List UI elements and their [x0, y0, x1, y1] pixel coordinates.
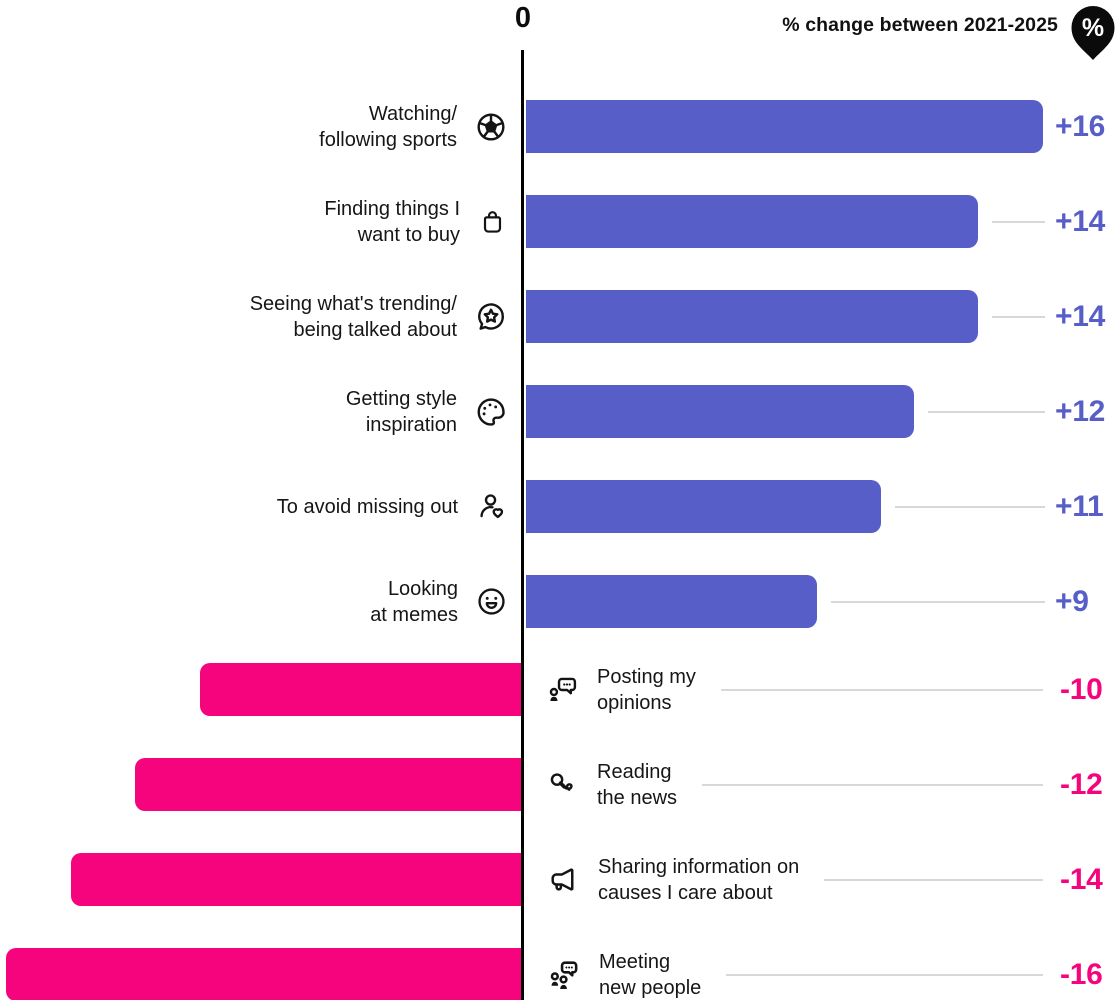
- palette-icon: [474, 395, 508, 429]
- bar-seeing-what-s-trending-being-talked-about: [526, 290, 978, 343]
- value-label: +14: [1055, 204, 1105, 238]
- chart-row: Sharing information on causes I care abou…: [0, 853, 1120, 906]
- chart-title: % change between 2021-2025: [782, 14, 1058, 36]
- bar-meeting-new-people: [6, 948, 523, 1000]
- soccer-ball-icon: [474, 110, 508, 144]
- category-label-getting-style-inspiration: Getting style inspiration: [345, 387, 457, 436]
- bar-finding-things-i-want-to-buy: [526, 195, 978, 248]
- person-speech-bubble-icon: [546, 673, 580, 707]
- category-cell: Seeing what's trending/being talked abou…: [0, 290, 508, 343]
- value-label: +16: [1055, 109, 1105, 143]
- leader-line: [726, 973, 1043, 976]
- category-cell: To avoid missing out: [0, 480, 508, 533]
- value-label: +11: [1055, 489, 1104, 523]
- chart-row: Watching/following sports +16: [0, 100, 1120, 153]
- bar-watching-following-sports: [526, 100, 1043, 153]
- leader-line: [720, 688, 1043, 691]
- microphone-icon: [546, 768, 580, 802]
- people-chat-icon: [546, 957, 582, 993]
- bar-sharing-information-on-causes-i-care-about: [71, 853, 523, 906]
- megaphone-icon: [546, 862, 581, 897]
- badge-percent-glyph: %: [1082, 14, 1104, 42]
- leader-line: [928, 410, 1045, 413]
- value-label: -16: [1060, 957, 1103, 991]
- leader-line: [895, 505, 1045, 508]
- category-cell: Looking at memes: [0, 575, 508, 628]
- category-cell: Sharing information on causes I care abou…: [546, 853, 1118, 906]
- category-cell: Watching/following sports: [0, 100, 508, 153]
- bar-getting-style-inspiration: [526, 385, 914, 438]
- value-label: -10: [1060, 672, 1103, 706]
- value-label: -14: [1060, 862, 1103, 896]
- percent-pin-icon: %: [1068, 3, 1118, 61]
- zero-axis-line: [521, 50, 524, 1000]
- person-heart-icon: [475, 490, 508, 523]
- category-cell: Meeting new people -16: [546, 948, 1118, 1000]
- category-label-to-avoid-missing-out: To avoid missing out: [276, 495, 458, 518]
- leader-line: [992, 315, 1045, 318]
- leader-line: [824, 878, 1043, 881]
- chart-row: Posting my opinions -10: [0, 663, 1120, 716]
- value-label: +12: [1055, 394, 1105, 428]
- chart-row: Seeing what's trending/being talked abou…: [0, 290, 1120, 343]
- category-cell: Reading the news -12: [546, 758, 1118, 811]
- leader-line: [831, 600, 1045, 603]
- smiley-icon: [475, 585, 508, 618]
- bar-reading-the-news: [135, 758, 523, 811]
- category-label-looking-at-memes: Looking at memes: [370, 577, 458, 626]
- category-label-sharing-information-on-causes-i-care-about: Sharing information on causes I care abou…: [598, 855, 800, 904]
- leader-line: [702, 783, 1043, 786]
- value-label: -12: [1060, 767, 1103, 801]
- category-cell: Posting my opinions -10: [546, 663, 1118, 716]
- chart-row: Reading the news -12: [0, 758, 1120, 811]
- category-label-watching-following-sports: Watching/following sports: [319, 102, 457, 151]
- category-cell: Getting style inspiration: [0, 385, 508, 438]
- bar-to-avoid-missing-out: [526, 480, 881, 533]
- category-label-seeing-what-s-trending-being-talked-about: Seeing what's trending/being talked abou…: [249, 292, 457, 341]
- category-label-reading-the-news: Reading the news: [597, 760, 678, 809]
- chart-row: Getting style inspiration +12: [0, 385, 1120, 438]
- chart-row: Meeting new people -16: [0, 948, 1120, 1000]
- category-label-posting-my-opinions: Posting my opinions: [597, 665, 696, 714]
- bar-posting-my-opinions: [200, 663, 523, 716]
- category-label-meeting-new-people: Meeting new people: [599, 950, 702, 999]
- shopping-bag-icon: [477, 206, 508, 237]
- axis-zero-label: 0: [514, 2, 532, 34]
- leader-line: [992, 220, 1045, 223]
- value-label: +9: [1055, 584, 1089, 618]
- chart-row: Looking at memes +9: [0, 575, 1120, 628]
- value-label: +14: [1055, 299, 1105, 333]
- chart-row: To avoid missing out +11: [0, 480, 1120, 533]
- star-bubble-icon: [474, 300, 508, 334]
- bar-looking-at-memes: [526, 575, 817, 628]
